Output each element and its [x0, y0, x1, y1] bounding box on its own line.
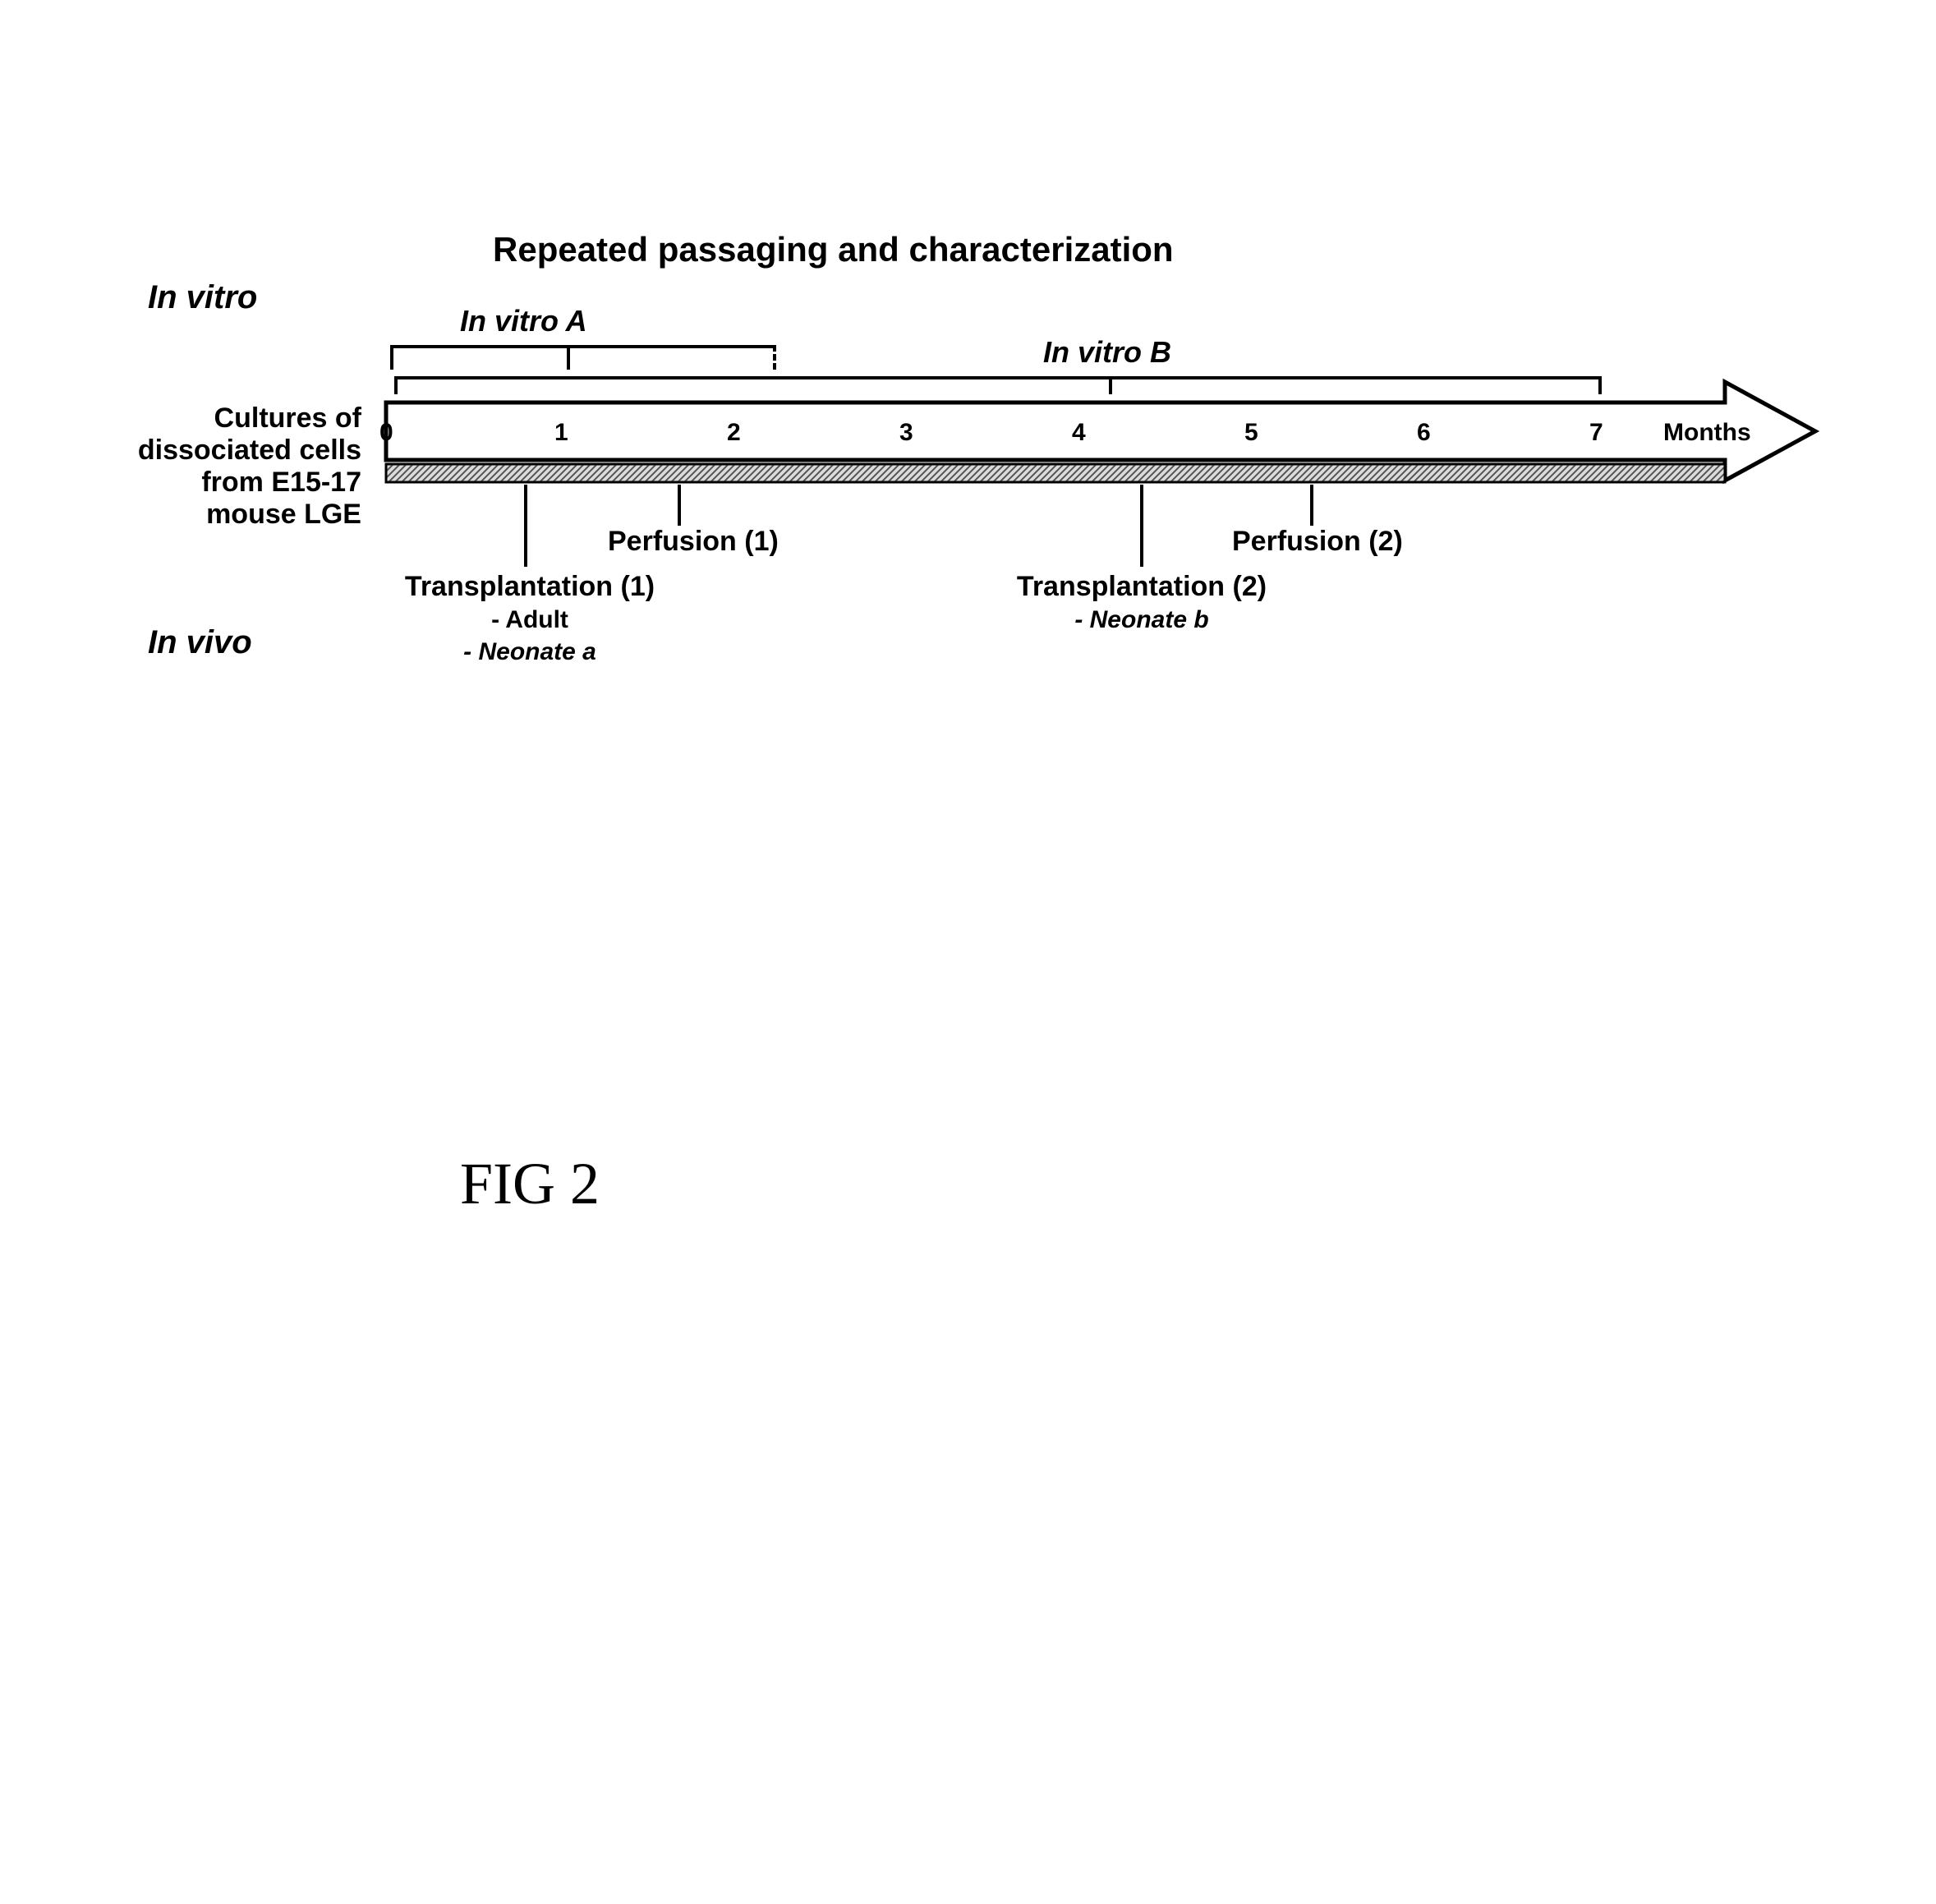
- transplantation2-block: Transplantation (2) - Neonate b: [1010, 571, 1273, 635]
- connector-transplantation2: [1140, 485, 1143, 567]
- perfusion1-label: Perfusion (1): [608, 526, 779, 558]
- perfusion2-label: Perfusion (2): [1232, 526, 1403, 558]
- cultures-origin-label: Cultures of dissociated cells from E15-1…: [99, 402, 361, 531]
- connector-transplantation1: [524, 485, 527, 567]
- tick-0: 0: [379, 419, 393, 447]
- cultures-line1: Cultures of: [214, 402, 361, 434]
- cultures-line2: dissociated cells: [138, 435, 361, 466]
- transplantation1-block: Transplantation (1) - Adult - Neonate a: [402, 571, 657, 667]
- in-vitro-a-bracket: [390, 345, 776, 370]
- tick-3: 3: [899, 419, 913, 447]
- in-vitro-label: In vitro: [148, 279, 257, 316]
- timeline-arrow: [370, 370, 1823, 517]
- transplantation1-title: Transplantation (1): [405, 571, 655, 602]
- tick-1: 1: [554, 419, 568, 447]
- tick-4: 4: [1072, 419, 1086, 447]
- tick-2: 2: [727, 419, 741, 447]
- in-vivo-label: In vivo: [148, 624, 252, 661]
- hatched-bar: [386, 464, 1725, 482]
- connector-perfusion2: [1310, 485, 1313, 526]
- cultures-line3: from E15-17: [201, 467, 361, 498]
- transplantation2-sub1: - Neonate b: [1074, 606, 1208, 633]
- in-vitro-a-label: In vitro A: [460, 304, 587, 338]
- connector-perfusion1: [678, 485, 681, 526]
- tick-7: 7: [1589, 419, 1603, 447]
- tick-6: 6: [1417, 419, 1431, 447]
- in-vitro-a-tick: [567, 345, 570, 370]
- figure-caption: FIG 2: [460, 1150, 600, 1218]
- figure-title: Repeated passaging and characterization: [493, 230, 1174, 269]
- transplantation1-sub2: - Neonate a: [463, 638, 596, 665]
- transplantation2-title: Transplantation (2): [1017, 571, 1267, 602]
- cultures-line4: mouse LGE: [206, 499, 361, 530]
- tick-5: 5: [1244, 419, 1258, 447]
- in-vitro-b-label: In vitro B: [1043, 335, 1171, 370]
- transplantation1-sub1: - Adult: [491, 606, 568, 633]
- months-label: Months: [1663, 419, 1751, 447]
